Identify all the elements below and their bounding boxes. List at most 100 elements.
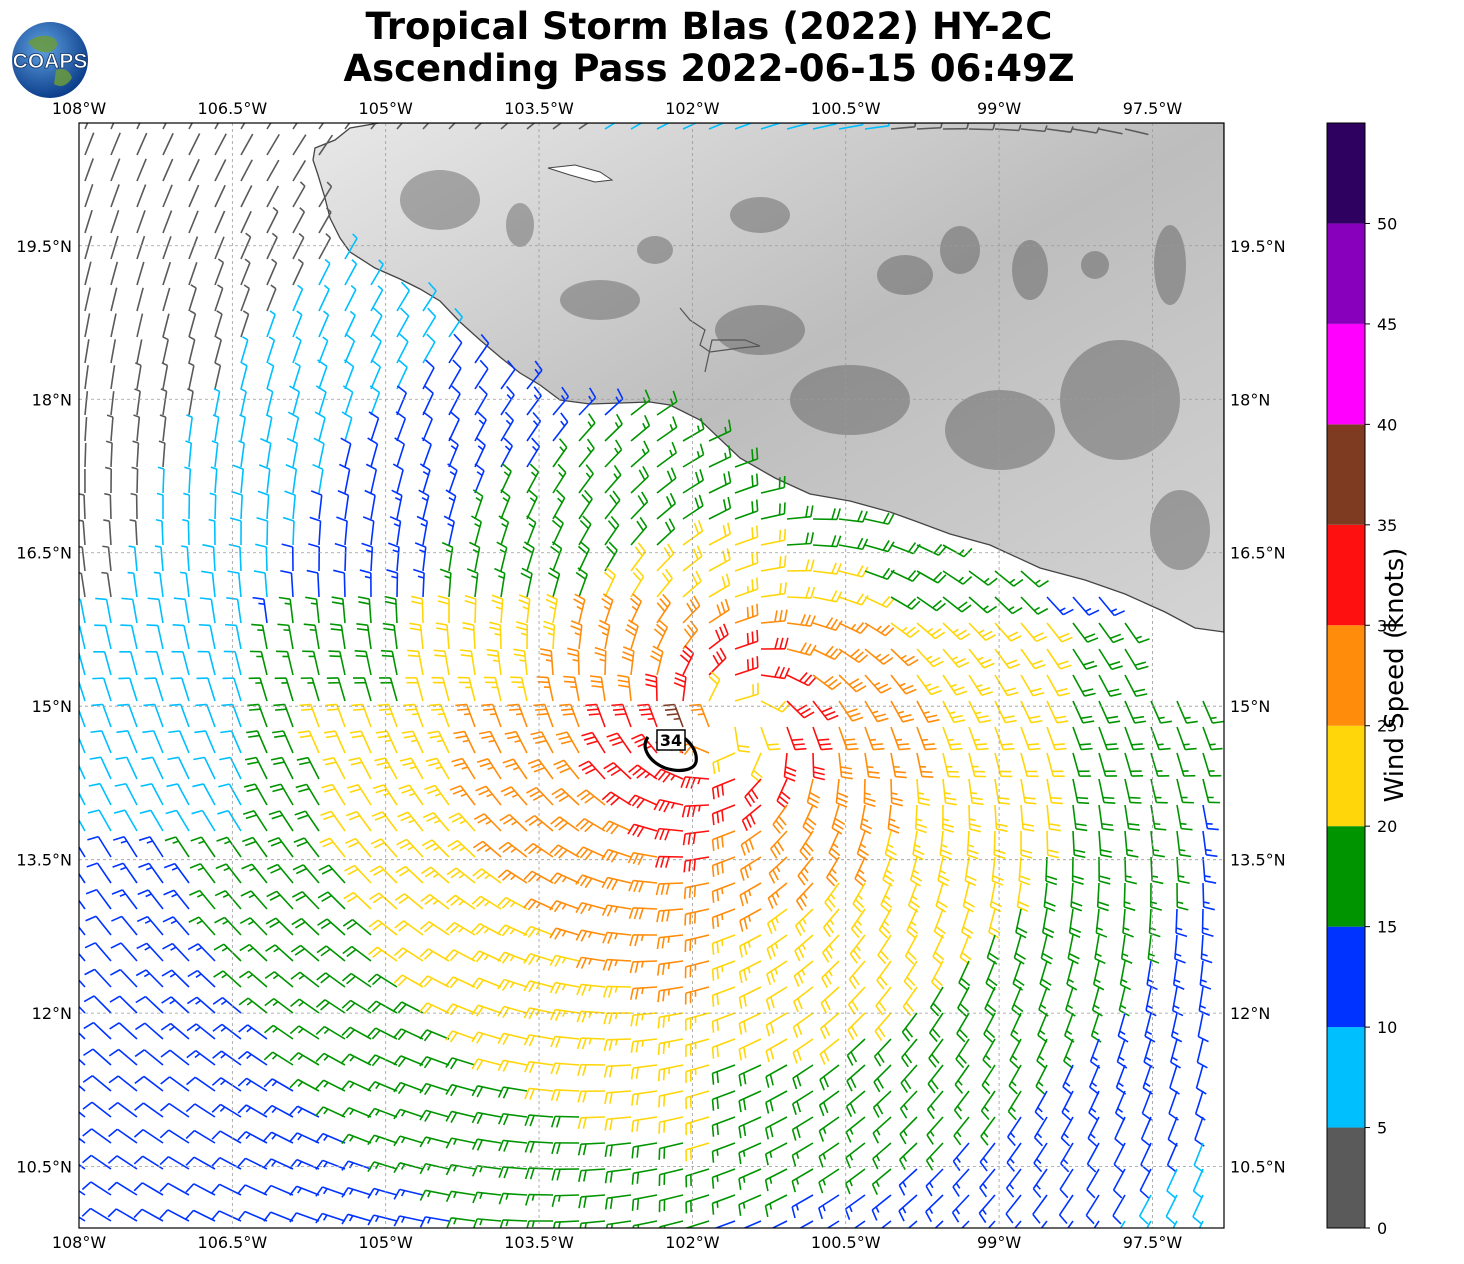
wind-barb [864, 123, 890, 130]
wind-barb [79, 1005, 86, 1014]
wind-barb [214, 889, 242, 910]
wind-barb [471, 1085, 502, 1098]
wind-barb [734, 656, 759, 676]
wind-barb [84, 132, 95, 156]
wind-barb [764, 1194, 788, 1218]
colorbar-tick-label: 20 [1377, 817, 1397, 836]
wind-barb [341, 1133, 372, 1145]
wind-barb [120, 624, 138, 650]
wind-barb [84, 158, 94, 182]
wind-barb [552, 123, 563, 130]
wind-barb [159, 1182, 190, 1196]
wind-barb [128, 545, 138, 572]
wind-barb [550, 541, 563, 572]
wind-barb [1009, 1038, 1022, 1069]
wind-barb [251, 623, 268, 650]
wind-barb [520, 567, 533, 598]
wind-barb [263, 1051, 294, 1066]
wind-barb [86, 862, 112, 884]
wind-barb [394, 920, 424, 936]
wind-barb [994, 622, 1022, 642]
wind-barb [1114, 1090, 1126, 1121]
wind-barb [864, 726, 885, 751]
wind-barb [1036, 1038, 1048, 1069]
wind-barb [171, 650, 190, 676]
wind-barb [576, 789, 606, 806]
wind-barb [820, 986, 840, 1014]
wind-barb [684, 908, 710, 926]
wind-barb [549, 927, 580, 940]
colorbar-segment [1327, 123, 1365, 224]
wind-barb [812, 674, 842, 691]
wind-barb [711, 986, 736, 1007]
wind-barb [146, 624, 164, 650]
wind-barb [864, 540, 895, 553]
wind-barb [491, 594, 504, 624]
wind-barb [136, 287, 144, 312]
wind-barb [238, 440, 246, 468]
wind-barb [890, 123, 917, 130]
wind-barb [447, 839, 476, 858]
wind-barb [711, 960, 736, 981]
wind-barb [685, 1142, 710, 1162]
wind-barb [144, 677, 164, 702]
wind-barb [110, 132, 121, 156]
wind-barb [630, 1012, 658, 1027]
wind-barb [419, 1109, 450, 1122]
wind-barb [601, 820, 632, 835]
wind-barb [1124, 648, 1149, 671]
wind-barb [297, 730, 320, 754]
wind-barb [968, 804, 981, 833]
wind-barb [318, 123, 325, 130]
wind-barb [791, 1090, 814, 1115]
wind-barb [1150, 830, 1165, 858]
lon-tick-label-bottom: 100.5°W [811, 1233, 881, 1252]
wind-barb [994, 804, 1008, 833]
wind-barb [942, 804, 955, 833]
wind-barb [496, 541, 508, 572]
wind-barb [267, 836, 294, 858]
wind-barb [292, 232, 305, 260]
wind-barb [198, 623, 216, 650]
wind-barb [559, 703, 580, 728]
wind-barb [84, 942, 112, 962]
wind-barb [797, 856, 814, 886]
wind-barb [792, 1012, 814, 1038]
wind-barb [371, 811, 398, 832]
wind-barb [290, 971, 320, 988]
wind-barb [630, 1038, 658, 1054]
wind-barb [133, 1182, 164, 1196]
wind-barb [289, 1158, 320, 1170]
wind-barb [551, 787, 580, 806]
wind-barb [217, 809, 242, 832]
wind-barb [1147, 934, 1160, 964]
wind-barb [549, 954, 580, 968]
wind-barb [370, 123, 377, 130]
wind-barb [601, 791, 632, 806]
wind-barb [183, 492, 191, 520]
wind-barb [114, 782, 138, 806]
wind-barb [838, 593, 869, 606]
wind-barb [424, 784, 450, 806]
wind-barb [798, 1220, 814, 1228]
wind-barb [786, 559, 815, 572]
wind-barb [277, 623, 294, 650]
wind-barb [79, 1189, 86, 1196]
wind-barb [1043, 882, 1056, 912]
wind-barb [630, 542, 646, 572]
wind-barb [211, 1130, 242, 1144]
wind-barb [474, 334, 490, 364]
wind-barb [143, 703, 164, 728]
wind-barb [1176, 882, 1189, 911]
wind-barb [739, 908, 762, 932]
wind-barb [942, 752, 960, 778]
wind-barb [1058, 1194, 1074, 1225]
wind-barb [109, 995, 138, 1014]
lon-tick-label-top: 102°W [665, 99, 720, 118]
wind-barb [211, 1103, 242, 1118]
wind-barb [474, 359, 489, 390]
wind-barb [214, 336, 222, 364]
wind-barb [441, 541, 454, 572]
wind-barb [1010, 1012, 1022, 1043]
wind-barb [760, 609, 788, 624]
